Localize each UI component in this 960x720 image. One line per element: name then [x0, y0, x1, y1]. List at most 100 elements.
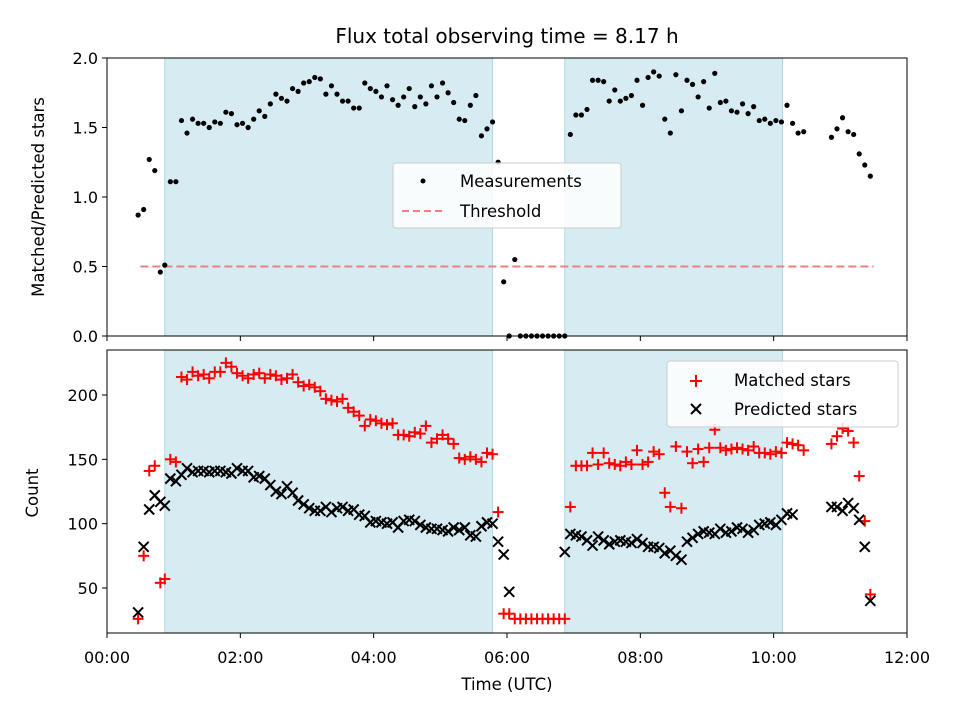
marker-stroke — [664, 544, 677, 557]
matched-star-marker — [481, 447, 493, 459]
measurement-point — [751, 104, 757, 110]
matched-star-marker — [425, 437, 437, 449]
marker-stroke — [575, 530, 588, 543]
measurement-point — [712, 70, 718, 76]
matched-star-marker — [375, 417, 387, 429]
x-tick-label: 08:00 — [617, 648, 663, 667]
marker-stroke — [159, 499, 171, 512]
observing-interval-shade — [164, 349, 494, 634]
measurement-point — [228, 111, 235, 117]
matched-star-marker — [159, 573, 171, 585]
measurement-point — [756, 117, 762, 124]
matched-star-marker — [675, 502, 687, 514]
predicted-star-marker — [159, 499, 171, 512]
matched-star-marker — [431, 433, 443, 445]
measurement-point — [301, 80, 307, 86]
matched-star-marker — [825, 438, 837, 450]
predicted-star-marker — [181, 462, 193, 475]
marker-stroke — [653, 542, 665, 554]
measurement-point — [395, 102, 401, 108]
matched-star-marker — [398, 429, 410, 441]
predicted-star-marker — [470, 530, 482, 543]
predicted-star-marker — [132, 606, 144, 619]
measurement-point — [162, 262, 168, 268]
marker-stroke — [314, 505, 327, 517]
marker-stroke — [220, 466, 232, 478]
matched-star-marker — [492, 506, 504, 518]
marker-stroke — [692, 528, 704, 540]
measurement-point — [184, 130, 190, 136]
marker-stroke — [253, 470, 265, 482]
legend-predicted-marker — [690, 403, 702, 415]
bottom-x-ticks: 00:00 02:00 04:00 06:00 08:00 10:00 12:00 — [84, 633, 930, 667]
bottom-y-axis-label: Count — [23, 468, 42, 518]
measurement-point — [689, 81, 696, 88]
measurement-point — [373, 88, 379, 94]
marker-stroke — [292, 494, 304, 507]
measurement-point — [328, 83, 335, 89]
matched-star-marker — [642, 456, 654, 468]
matched-star-marker — [364, 413, 376, 425]
marker-stroke — [143, 503, 155, 516]
predicted-star-marker — [303, 502, 315, 514]
predicted-star-marker — [864, 595, 877, 607]
top-x-ticks — [106, 336, 908, 341]
marker-stroke — [497, 548, 510, 561]
measurement-point — [334, 91, 340, 97]
measurement-point — [245, 124, 251, 131]
measurement-point — [489, 119, 496, 125]
marker-stroke — [459, 521, 471, 534]
matched-star-marker — [442, 433, 454, 445]
legend-measurements-label: Measurements — [460, 172, 582, 191]
measurement-point — [289, 85, 296, 92]
predicted-star-marker — [297, 498, 310, 511]
marker-stroke — [475, 520, 488, 532]
matched-star-marker — [637, 458, 649, 470]
marker-stroke — [137, 541, 150, 553]
predicted-star-marker — [636, 537, 649, 549]
matched-star-marker — [331, 395, 343, 407]
matched-star-marker — [287, 368, 299, 380]
predicted-star-marker — [670, 550, 682, 562]
predicted-star-marker — [631, 533, 643, 545]
measurement-point — [135, 212, 141, 218]
measurement-point — [567, 131, 573, 138]
x-tick-label: 00:00 — [84, 648, 130, 667]
matched-star-marker — [298, 380, 310, 392]
measurement-point — [706, 105, 712, 111]
matched-star-marker — [264, 368, 276, 380]
matched-star-marker — [487, 448, 499, 460]
measurement-point — [239, 120, 246, 126]
measurement-point — [762, 116, 768, 122]
measurement-point — [146, 156, 152, 163]
matched-star-marker — [603, 457, 615, 469]
matched-star-marker — [448, 438, 460, 450]
predicted-star-marker — [325, 506, 338, 518]
matched-star-marker — [714, 442, 726, 454]
predicted-star-marker — [836, 505, 849, 517]
marker-stroke — [586, 539, 599, 552]
matched-star-marker — [631, 444, 643, 456]
measurement-point — [434, 94, 440, 100]
matched-star-marker — [270, 370, 282, 382]
predicted-star-marker — [659, 547, 671, 559]
matched-star-marker — [737, 443, 749, 455]
measurement-point — [141, 206, 147, 213]
marker-stroke — [386, 516, 399, 529]
measurement-point — [412, 104, 418, 110]
matched-star-marker — [220, 357, 232, 369]
predicted-star-marker — [336, 501, 349, 513]
predicted-star-marker — [447, 521, 460, 534]
matched-star-marker — [143, 465, 155, 477]
marker-stroke — [570, 529, 582, 541]
marker-stroke — [464, 529, 477, 541]
measurement-point — [423, 101, 429, 107]
marker-stroke — [631, 533, 643, 545]
measurement-point — [639, 102, 646, 108]
matched-star-marker — [248, 368, 260, 380]
predicted-star-marker — [592, 530, 604, 543]
measurement-point — [223, 109, 229, 115]
measurement-point — [351, 105, 357, 111]
measurement-point — [589, 77, 596, 83]
measurement-point — [512, 256, 518, 263]
